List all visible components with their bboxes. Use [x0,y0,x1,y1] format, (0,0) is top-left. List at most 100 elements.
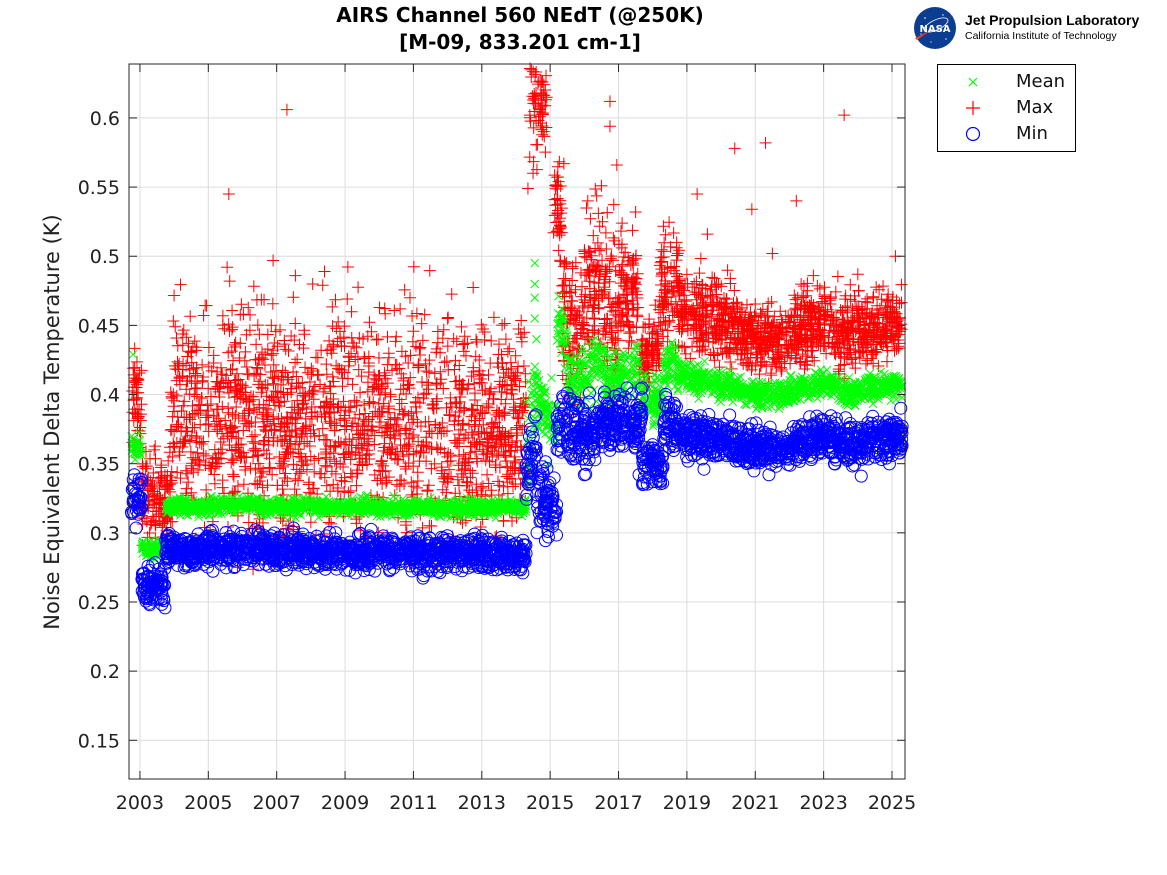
max-point [135,408,148,421]
max-point [278,433,291,446]
max-point [345,305,358,318]
max-point [504,444,517,457]
max-point [450,375,463,388]
max-point [514,327,527,340]
nasa-logo-text: NASA [919,24,950,35]
max-point [155,465,168,478]
max-point [242,417,255,430]
max-point [182,476,195,489]
max-point [445,288,458,301]
max-point [208,468,221,481]
max-point [185,459,198,472]
max-point [415,317,428,330]
max-point [467,281,480,294]
max-point [308,465,321,478]
max-point [469,445,482,458]
max-point [415,444,428,457]
max-point [344,484,357,497]
max-point [493,380,506,393]
max-point [476,407,489,420]
max-point [584,212,597,225]
max-point [316,279,329,292]
max-point [407,260,420,273]
max-point [349,412,362,425]
max-point [337,460,350,473]
max-point [287,458,300,471]
max-point [418,308,431,321]
max-point [176,339,189,352]
max-point [165,423,178,436]
max-point [140,515,153,528]
max-point [404,291,417,304]
max-point [513,380,526,393]
max-point [147,498,160,511]
max-point [428,457,441,470]
max-point [337,395,350,408]
max-point [222,346,235,359]
max-point [466,404,479,417]
max-point [304,516,317,529]
max-point [442,311,455,324]
max-point [667,226,680,239]
max-point [183,388,196,401]
max-point [441,455,454,468]
max-point [415,375,428,388]
max-point [264,461,277,474]
max-point [458,330,471,343]
max-point [226,362,239,375]
max-point [154,475,167,488]
max-point [199,418,212,431]
max-point [199,449,212,462]
max-point [127,368,140,381]
circle-marker-icon [965,126,981,142]
max-point [195,437,208,450]
max-point [501,345,514,358]
max-point [485,334,498,347]
max-point [190,361,203,374]
max-point [678,341,691,354]
nasa-meatball-icon: NASA [914,7,957,49]
max-point [213,420,226,433]
max-point [367,396,380,409]
max-point [149,452,162,465]
max-point [445,400,458,413]
max-point [285,377,298,390]
max-point [376,454,388,467]
max-point [457,345,470,358]
max-point [379,307,392,320]
max-point [398,439,411,452]
max-point [580,201,593,214]
max-point [202,382,215,395]
max-point [299,361,312,374]
max-point [136,457,149,470]
max-point [226,468,239,481]
max-point [325,417,338,430]
max-point [368,438,381,451]
max-point [261,328,274,341]
max-point [616,217,629,230]
max-point [164,386,177,399]
max-point [363,316,376,329]
max-point [234,450,247,463]
max-point [171,339,184,352]
max-point [289,317,302,330]
max-point [346,336,359,349]
max-point [470,478,483,491]
max-point [358,398,371,411]
jpl-subtitle: California Institute of Technology [965,30,1117,42]
max-point [436,483,449,496]
max-point [190,344,203,357]
mean-point [389,491,399,501]
max-point [341,261,354,274]
max-point [211,423,224,436]
max-point [595,179,608,192]
max-point [135,364,148,377]
max-point [456,419,469,432]
max-point [465,403,478,416]
max-point [659,228,672,241]
max-point [325,517,338,530]
max-point [384,388,397,401]
max-point [144,483,157,496]
legend-item-min: Min [938,121,1075,147]
max-point [655,243,668,256]
